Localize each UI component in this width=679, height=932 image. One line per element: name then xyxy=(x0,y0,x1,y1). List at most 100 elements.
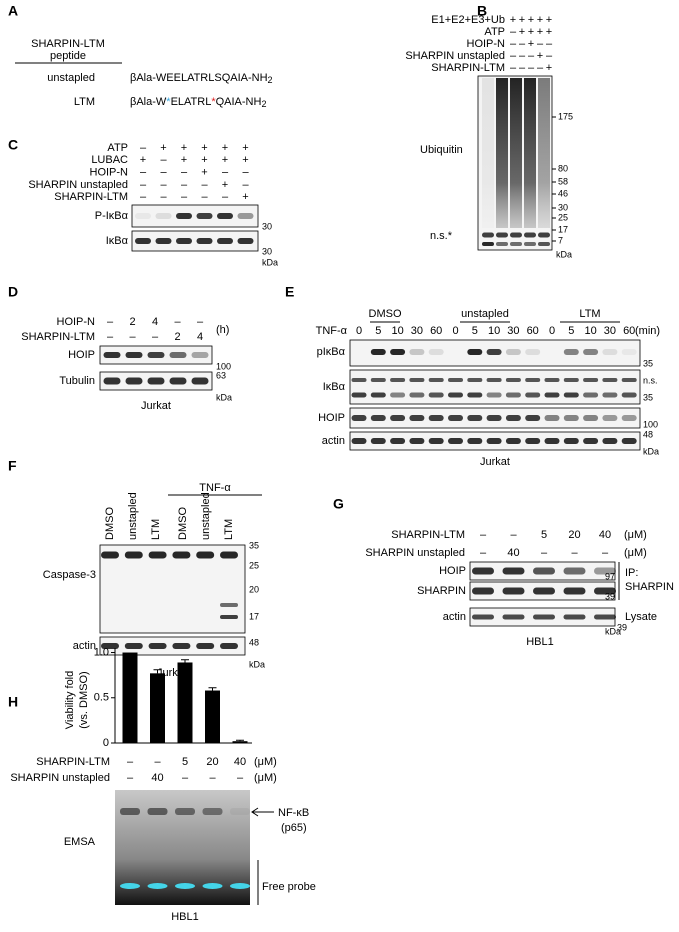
band xyxy=(448,438,463,444)
error-bar xyxy=(153,669,162,674)
band xyxy=(583,415,599,421)
band xyxy=(135,213,151,219)
band xyxy=(409,392,425,398)
lane-label: 40 xyxy=(599,529,611,541)
band xyxy=(196,643,215,649)
group-label: unstapled xyxy=(461,308,509,320)
band xyxy=(583,392,599,398)
lane-label: – xyxy=(209,772,216,784)
band xyxy=(390,438,406,444)
lane-label: + xyxy=(160,142,166,154)
lane-label: – xyxy=(537,38,544,50)
unit-label: kDa xyxy=(262,257,278,267)
lane-label: – xyxy=(181,191,188,203)
band xyxy=(525,438,541,444)
condition-label: HOIP-N xyxy=(57,316,96,328)
band xyxy=(602,438,618,444)
lane-label: + xyxy=(201,142,207,154)
condition-label: SHARPIN-LTM xyxy=(21,331,95,343)
band xyxy=(351,378,367,382)
condition-label: SHARPIN-LTM xyxy=(431,62,505,74)
band xyxy=(390,378,406,382)
cell-label: HBL1 xyxy=(171,911,199,923)
lane-label: – xyxy=(107,316,114,328)
band xyxy=(502,587,525,595)
time-label: 10 xyxy=(391,325,403,337)
band xyxy=(621,415,637,421)
band xyxy=(621,349,637,355)
lane-label: 5 xyxy=(182,756,188,768)
lane-label: – xyxy=(510,38,517,50)
blot-label: Ubiquitin xyxy=(420,144,463,156)
lane-label: 20 xyxy=(206,756,218,768)
blot-label: HOIP xyxy=(439,565,466,577)
lane-label: + xyxy=(528,14,534,26)
band xyxy=(594,587,616,595)
sequence: βAla-WEELATRLSQAIA-NH2 xyxy=(130,72,273,85)
lane-label: – xyxy=(480,547,487,559)
sequence-part: * xyxy=(166,96,171,108)
band xyxy=(563,378,579,382)
band xyxy=(472,587,494,595)
marker-label: n.s. xyxy=(643,375,658,385)
band xyxy=(135,238,151,244)
lane-label: + xyxy=(537,26,543,38)
probe-label: Free probe xyxy=(262,881,316,893)
time-label: 30 xyxy=(411,325,423,337)
sequence-part: QAIA-NH xyxy=(216,96,262,108)
unit-label: kDa xyxy=(249,659,265,669)
time-label: 60 xyxy=(527,325,539,337)
lane-label: + xyxy=(546,26,552,38)
band xyxy=(563,587,586,595)
gel-band xyxy=(147,808,168,815)
band xyxy=(524,232,536,238)
band xyxy=(155,213,172,219)
lane-label: – xyxy=(154,756,161,768)
panel-letter: E xyxy=(285,284,294,300)
condition-label: SHARPIN unstapled xyxy=(405,50,505,62)
band-label: NF-κB xyxy=(278,807,309,819)
marker-label: 46 xyxy=(558,188,568,198)
blot-label: P-IκBα xyxy=(95,210,129,222)
ip-label: IP: xyxy=(625,567,638,579)
band xyxy=(351,392,367,398)
panel-letter: G xyxy=(333,496,344,512)
band xyxy=(351,415,367,421)
band xyxy=(538,242,550,246)
panel-letter: D xyxy=(8,284,18,300)
lane-label: – xyxy=(242,167,249,179)
row-label: unstapled xyxy=(47,72,95,84)
lane-label: – xyxy=(541,547,548,559)
band xyxy=(486,392,502,398)
band xyxy=(220,551,238,559)
error-bar xyxy=(236,739,244,742)
header: SHARPIN-LTM xyxy=(31,38,105,50)
band xyxy=(486,415,502,421)
band xyxy=(602,415,618,421)
band xyxy=(482,232,494,238)
band xyxy=(176,238,192,244)
smear xyxy=(538,78,550,228)
lane-label: + xyxy=(242,142,248,154)
smear xyxy=(482,78,494,228)
lane-label: – xyxy=(181,179,188,191)
band xyxy=(196,551,215,559)
lane-label: – xyxy=(127,756,134,768)
band xyxy=(155,238,172,244)
lane-label: – xyxy=(510,62,517,74)
band xyxy=(563,567,586,575)
band xyxy=(563,415,579,421)
lane-label: + xyxy=(222,142,228,154)
lane-label: 4 xyxy=(152,316,158,328)
band xyxy=(428,438,444,444)
lane-label: – xyxy=(237,772,244,784)
lane-label: unstapled xyxy=(200,492,212,540)
band xyxy=(370,415,386,421)
time-label: 10 xyxy=(584,325,596,337)
panel-letter: F xyxy=(8,458,17,474)
band xyxy=(510,242,522,246)
lane-label: – xyxy=(528,62,535,74)
band xyxy=(176,213,192,219)
band xyxy=(390,415,406,421)
band xyxy=(602,378,618,382)
